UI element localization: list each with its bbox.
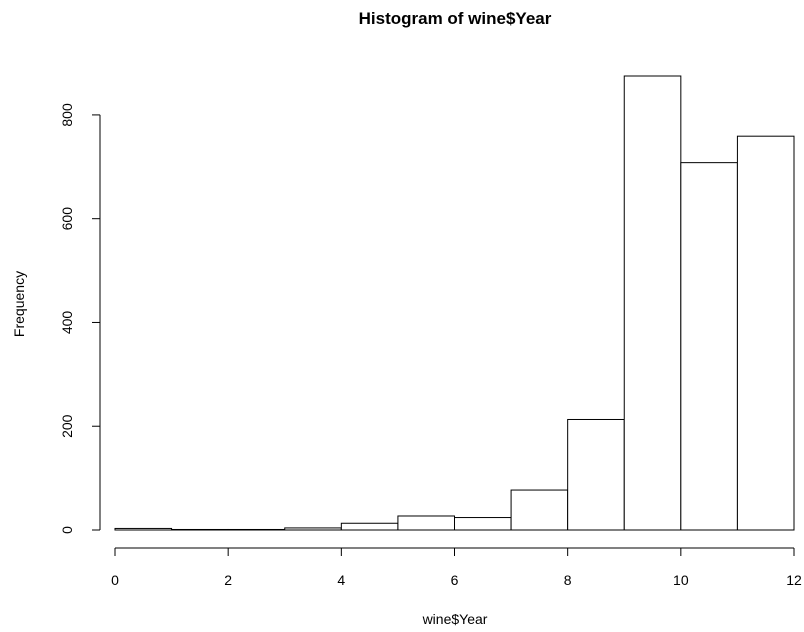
- histogram-bar-4: [340, 522, 399, 531]
- x-tick-label: 2: [224, 572, 232, 588]
- histogram-bar-9: [623, 75, 682, 531]
- x-axis-label: wine$Year: [422, 611, 488, 627]
- y-tick-label: 200: [59, 414, 75, 438]
- y-tick-label: 400: [59, 311, 75, 335]
- y-tick-label: 800: [59, 103, 75, 127]
- histogram-bar-1: [171, 528, 229, 531]
- x-tick-label: 0: [111, 572, 119, 588]
- x-tick-label: 12: [786, 572, 802, 588]
- x-tick-label: 10: [673, 572, 689, 588]
- histogram-bar-6: [454, 517, 512, 531]
- y-axis: 0 200 400 600 800: [59, 103, 101, 534]
- histogram-bar-0: [114, 527, 173, 531]
- chart-title: Histogram of wine$Year: [359, 9, 552, 28]
- y-tick-label: 600: [59, 207, 75, 231]
- histogram-bar-2: [227, 528, 286, 531]
- x-tick-label: 4: [337, 572, 345, 588]
- histogram-bar-7: [510, 489, 569, 531]
- x-axis: 0 2 4 6 8 10 12: [111, 547, 802, 588]
- x-tick-label: 8: [564, 572, 572, 588]
- histogram-bar-3: [284, 527, 342, 531]
- histogram-bar-11: [736, 135, 795, 531]
- histogram-bar-8: [567, 418, 625, 531]
- histogram-bar-5: [397, 515, 455, 531]
- bars-group: [114, 75, 795, 531]
- x-tick-label: 6: [451, 572, 459, 588]
- y-axis-label: Frequency: [11, 271, 27, 337]
- y-tick-label: 0: [59, 526, 75, 534]
- histogram-bar-10: [680, 162, 738, 531]
